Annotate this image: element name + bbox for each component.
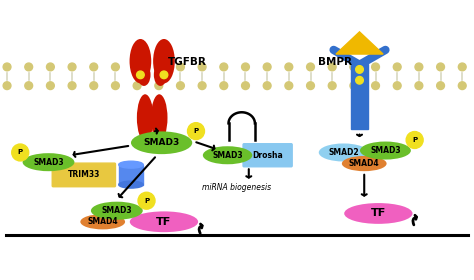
Circle shape [328,82,336,90]
Text: SMAD3: SMAD3 [212,151,243,160]
Text: SMAD3: SMAD3 [33,158,64,167]
Ellipse shape [118,161,143,168]
Text: TF: TF [371,209,386,218]
Text: SMAD2: SMAD2 [328,148,359,157]
Circle shape [198,63,206,71]
Circle shape [263,63,271,71]
Ellipse shape [153,39,175,83]
Circle shape [307,82,314,90]
Circle shape [3,82,11,90]
Ellipse shape [131,131,192,154]
Text: P: P [193,128,199,134]
Circle shape [220,63,228,71]
Circle shape [137,71,144,79]
Circle shape [458,82,466,90]
Circle shape [350,63,358,71]
FancyBboxPatch shape [243,144,292,167]
Ellipse shape [360,141,411,160]
Circle shape [111,82,119,90]
Circle shape [25,82,33,90]
Circle shape [68,82,76,90]
Circle shape [198,82,206,90]
Circle shape [393,63,401,71]
Circle shape [242,82,249,90]
Polygon shape [336,32,383,54]
Ellipse shape [203,146,252,164]
Circle shape [406,132,423,148]
Circle shape [176,82,184,90]
Text: TF: TF [156,217,172,227]
Text: TGFBR: TGFBR [167,57,206,67]
Ellipse shape [23,153,74,171]
Text: SMAD4: SMAD4 [349,159,380,168]
Circle shape [263,82,271,90]
Text: TRIM33: TRIM33 [68,170,100,179]
Text: BMPR: BMPR [318,57,352,67]
Circle shape [188,123,204,139]
Ellipse shape [154,64,167,86]
Ellipse shape [319,143,368,162]
Circle shape [133,63,141,71]
Ellipse shape [137,64,151,86]
Text: SMAD3: SMAD3 [144,138,180,147]
Ellipse shape [344,203,412,224]
Circle shape [415,63,423,71]
Circle shape [242,63,249,71]
Text: SMAD3: SMAD3 [101,206,132,215]
Text: P: P [144,198,149,204]
Circle shape [220,82,228,90]
Ellipse shape [118,181,143,188]
Circle shape [393,82,401,90]
Circle shape [90,63,98,71]
Circle shape [155,82,163,90]
Circle shape [372,82,379,90]
Circle shape [437,63,445,71]
Circle shape [458,63,466,71]
Text: miRNA biogenesis: miRNA biogenesis [202,183,272,192]
Circle shape [25,63,33,71]
Ellipse shape [342,156,387,171]
Bar [118,165,143,185]
Circle shape [437,82,445,90]
Text: P: P [412,137,417,143]
Circle shape [138,192,155,209]
Circle shape [3,63,11,71]
Circle shape [307,63,314,71]
Circle shape [285,63,293,71]
Ellipse shape [129,39,151,83]
Text: Drosha: Drosha [252,151,283,160]
Text: P: P [18,150,23,155]
FancyBboxPatch shape [52,163,116,187]
Circle shape [68,63,76,71]
Circle shape [133,82,141,90]
Circle shape [90,82,98,90]
Circle shape [356,76,364,84]
Circle shape [415,82,423,90]
Ellipse shape [151,94,167,141]
Text: SMAD4: SMAD4 [87,217,118,226]
Ellipse shape [130,211,198,232]
Circle shape [12,144,29,161]
Circle shape [176,63,184,71]
Ellipse shape [80,214,125,229]
Circle shape [285,82,293,90]
Circle shape [155,63,163,71]
Text: SMAD3: SMAD3 [370,146,401,155]
Circle shape [46,63,55,71]
Circle shape [328,63,336,71]
Circle shape [111,63,119,71]
Circle shape [160,71,168,79]
Ellipse shape [137,94,154,141]
Circle shape [356,66,364,73]
Ellipse shape [91,202,143,220]
Circle shape [372,63,379,71]
Circle shape [350,82,358,90]
Circle shape [46,82,55,90]
FancyBboxPatch shape [351,64,368,129]
